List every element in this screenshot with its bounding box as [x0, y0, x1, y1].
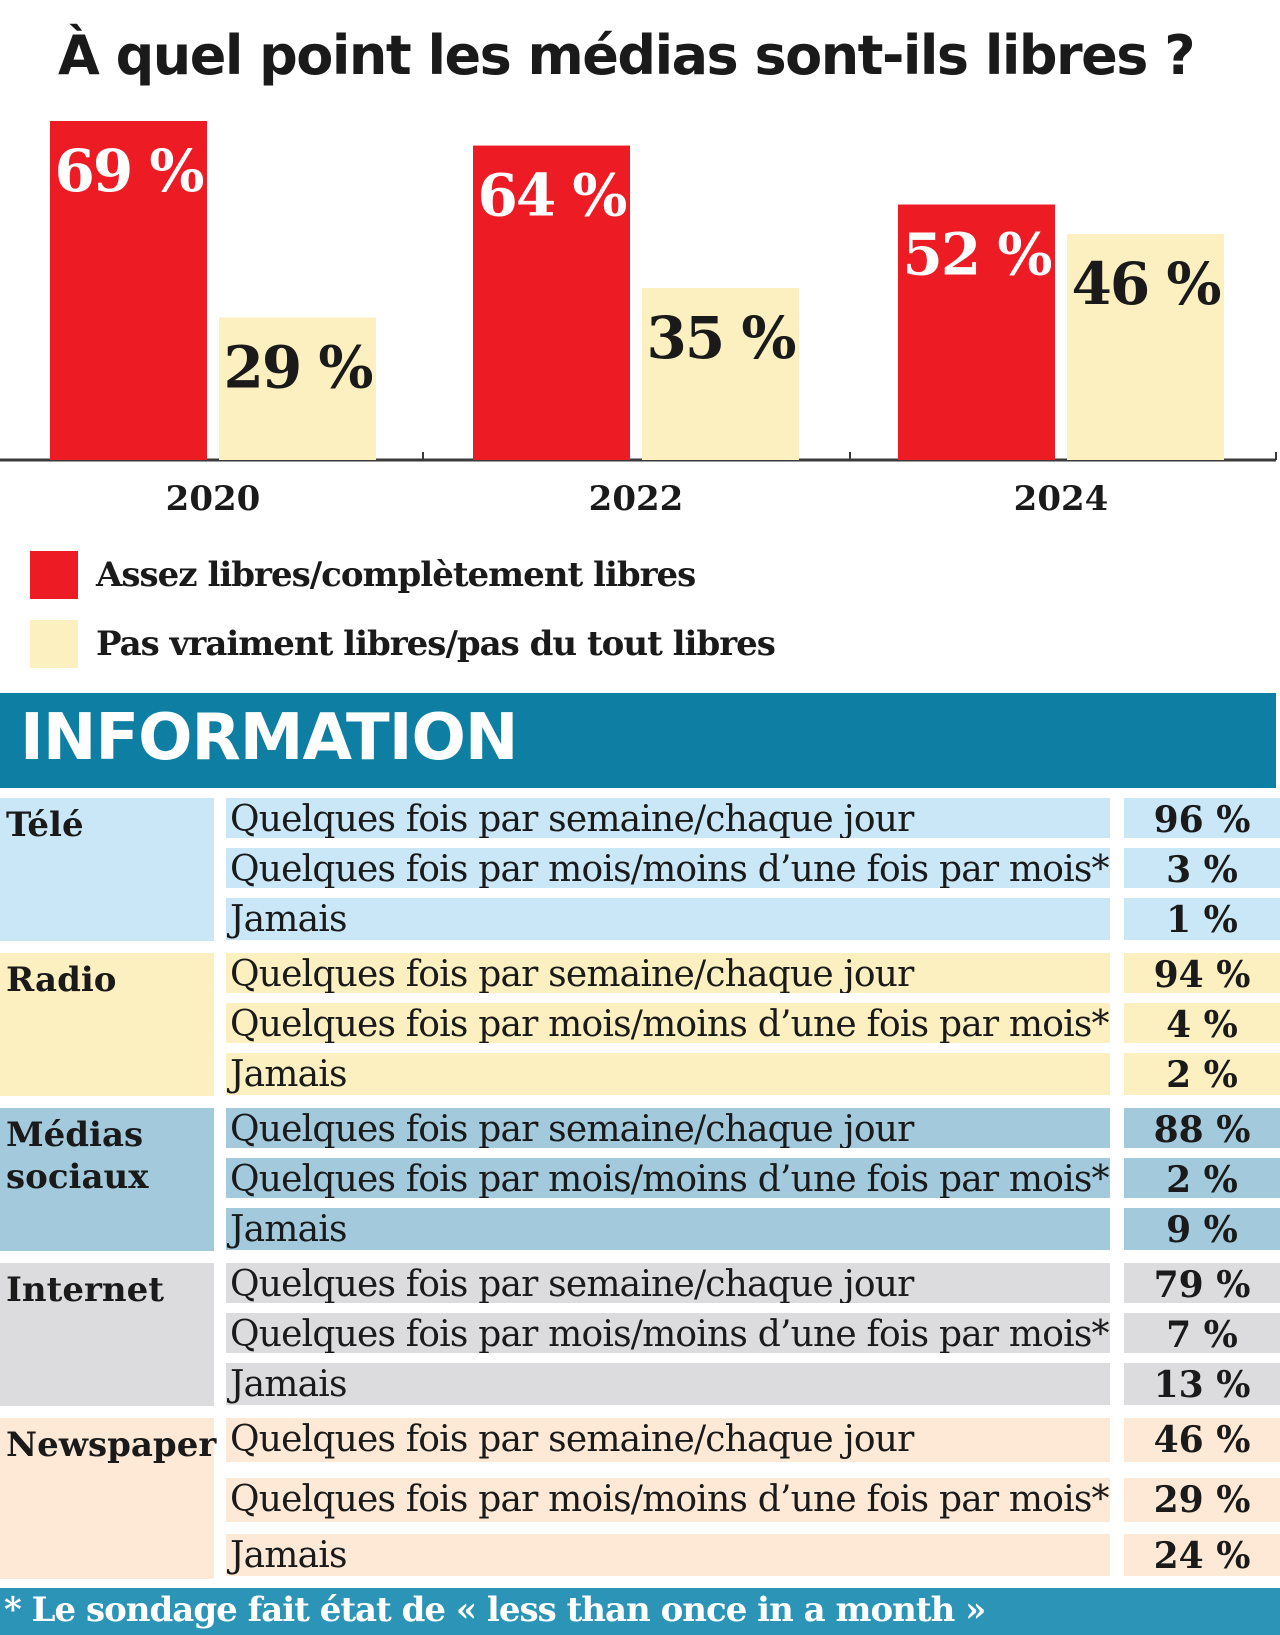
info-group: Télé Quelques fois par semaine/chaque jou…	[0, 798, 1280, 947]
info-row: Quelques fois par semaine/chaque jour 46 …	[226, 1418, 1280, 1462]
info-row-value: 9 %	[1124, 1208, 1280, 1250]
bar-2024-series-1	[1067, 234, 1224, 460]
info-group-label: Newspaper	[0, 1418, 216, 1579]
info-row-label: Quelques fois par mois/moins d’une fois …	[226, 848, 1110, 888]
info-row-label: Quelques fois par semaine/chaque jour	[226, 1263, 1110, 1303]
info-row: Quelques fois par semaine/chaque jour 96 …	[226, 798, 1280, 838]
info-row: Quelques fois par semaine/chaque jour 79 …	[226, 1263, 1280, 1303]
footnote-bar: * Le sondage fait état de « less than on…	[0, 1588, 1280, 1635]
info-row: Quelques fois par mois/moins d’une fois …	[226, 1478, 1280, 1522]
legend-item-free: Assez libres/complètement libres	[30, 551, 696, 599]
legend-swatch-free	[30, 551, 78, 599]
bar-2022-series-1	[642, 288, 799, 460]
x-tick-label: 2024	[1014, 479, 1109, 519]
info-group: Médias sociaux Quelques fois par semaine/…	[0, 1108, 1280, 1257]
info-row-value: 7 %	[1124, 1313, 1280, 1353]
info-row-label: Jamais	[226, 1534, 1110, 1576]
info-row-value: 24 %	[1124, 1534, 1280, 1576]
info-row-label: Quelques fois par mois/moins d’une fois …	[226, 1478, 1110, 1522]
info-row: Quelques fois par semaine/chaque jour 88 …	[226, 1108, 1280, 1148]
info-row-label: Quelques fois par mois/moins d’une fois …	[226, 1313, 1110, 1353]
info-row-label: Quelques fois par semaine/chaque jour	[226, 798, 1110, 838]
x-tick-label: 2020	[166, 479, 261, 519]
legend-swatch-not-free	[30, 620, 78, 668]
info-row-value: 79 %	[1124, 1263, 1280, 1303]
info-row: Jamais 9 %	[226, 1208, 1280, 1250]
info-row-label: Quelques fois par semaine/chaque jour	[226, 1418, 1110, 1462]
info-group: Newspaper Quelques fois par semaine/chaqu…	[0, 1418, 1280, 1585]
legend-label-free: Assez libres/complètement libres	[96, 555, 696, 595]
info-row-value: 96 %	[1124, 798, 1280, 838]
info-row-value: 3 %	[1124, 848, 1280, 888]
info-group-label: Internet	[0, 1263, 214, 1406]
info-group-label: Médias sociaux	[0, 1108, 214, 1251]
info-row-value: 94 %	[1124, 953, 1280, 993]
bar-data-label: 52 %	[902, 221, 1051, 289]
info-row-value: 13 %	[1124, 1363, 1280, 1405]
info-row-value: 2 %	[1124, 1053, 1280, 1095]
bar-data-label: 69 %	[54, 137, 203, 205]
info-row-label: Quelques fois par mois/moins d’une fois …	[226, 1003, 1110, 1043]
info-row: Quelques fois par mois/moins d’une fois …	[226, 1003, 1280, 1043]
info-row-label: Quelques fois par semaine/chaque jour	[226, 953, 1110, 993]
info-row: Quelques fois par mois/moins d’une fois …	[226, 1158, 1280, 1198]
bar-2020-series-0	[50, 121, 207, 460]
footnote-text: * Le sondage fait état de « less than on…	[4, 1590, 986, 1630]
info-row-label: Jamais	[226, 898, 1110, 940]
bar-data-label: 29 %	[223, 334, 372, 402]
bar-data-label: 46 %	[1071, 250, 1220, 318]
info-row-value: 46 %	[1124, 1418, 1280, 1462]
info-row: Quelques fois par mois/moins d’une fois …	[226, 1313, 1280, 1353]
info-group: Radio Quelques fois par semaine/chaque jo…	[0, 953, 1280, 1102]
info-row-value: 88 %	[1124, 1108, 1280, 1148]
legend-label-not-free: Pas vraiment libres/pas du tout libres	[96, 624, 776, 664]
bar-2020-series-1	[219, 317, 376, 460]
info-row: Jamais 24 %	[226, 1534, 1280, 1576]
x-tick-label: 2022	[589, 479, 684, 519]
info-row-value: 2 %	[1124, 1158, 1280, 1198]
bar-data-label: 35 %	[646, 304, 795, 372]
information-header: INFORMATION	[0, 693, 1276, 788]
info-row-label: Quelques fois par mois/moins d’une fois …	[226, 1158, 1110, 1198]
info-group-label: Radio	[0, 953, 214, 1096]
info-row: Quelques fois par mois/moins d’une fois …	[226, 848, 1280, 888]
legend-item-not-free: Pas vraiment libres/pas du tout libres	[30, 620, 776, 668]
info-row: Jamais 1 %	[226, 898, 1280, 940]
info-row-label: Jamais	[226, 1363, 1110, 1405]
info-row-value: 1 %	[1124, 898, 1280, 940]
bar-data-label: 64 %	[477, 162, 626, 230]
info-group-label: Télé	[0, 798, 214, 941]
info-row-label: Jamais	[226, 1053, 1110, 1095]
bar-2022-series-0	[473, 145, 630, 460]
bar-2024-series-0	[898, 204, 1055, 460]
info-group: Internet Quelques fois par semaine/chaque…	[0, 1263, 1280, 1412]
chart-title: À quel point les médias sont-ils libres …	[58, 24, 1196, 87]
info-row-label: Quelques fois par semaine/chaque jour	[226, 1108, 1110, 1148]
information-title: INFORMATION	[20, 701, 518, 775]
info-row: Quelques fois par semaine/chaque jour 94 …	[226, 953, 1280, 993]
info-row: Jamais 2 %	[226, 1053, 1280, 1095]
info-row-label: Jamais	[226, 1208, 1110, 1250]
info-row-value: 4 %	[1124, 1003, 1280, 1043]
info-row-value: 29 %	[1124, 1478, 1280, 1522]
info-row: Jamais 13 %	[226, 1363, 1280, 1405]
bar-chart: 69 % 29 % 2020 64 % 35 % 2022 52 % 46 % 2024	[0, 121, 1277, 519]
